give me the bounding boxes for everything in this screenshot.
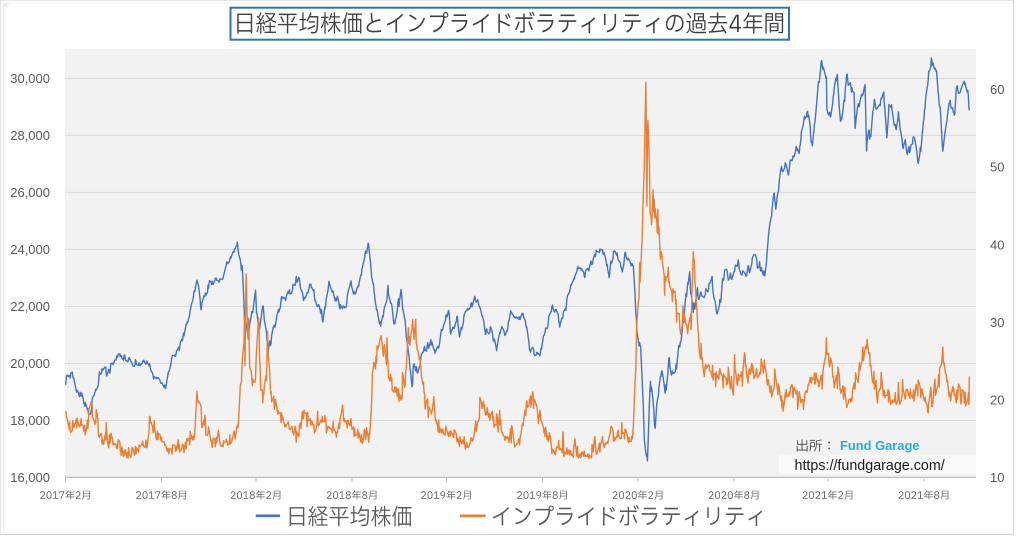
svg-text:30: 30 (990, 315, 1004, 330)
svg-text:16,000: 16,000 (10, 470, 50, 485)
svg-text:26,000: 26,000 (10, 185, 50, 200)
svg-text:22,000: 22,000 (10, 299, 50, 314)
svg-text:10: 10 (990, 470, 1004, 485)
svg-text:https://fundgarage.com/: https://fundgarage.com/ (795, 458, 945, 474)
svg-text:20,000: 20,000 (10, 356, 50, 371)
svg-text:60: 60 (990, 82, 1004, 97)
svg-text:40: 40 (990, 237, 1004, 252)
svg-text:Fund Garage: Fund Garage (840, 438, 920, 453)
svg-text:24,000: 24,000 (10, 242, 50, 257)
svg-text:20: 20 (990, 393, 1004, 408)
svg-text:50: 50 (990, 160, 1004, 175)
svg-text:28,000: 28,000 (10, 128, 50, 143)
svg-text:18,000: 18,000 (10, 413, 50, 428)
svg-text:30,000: 30,000 (10, 71, 50, 86)
